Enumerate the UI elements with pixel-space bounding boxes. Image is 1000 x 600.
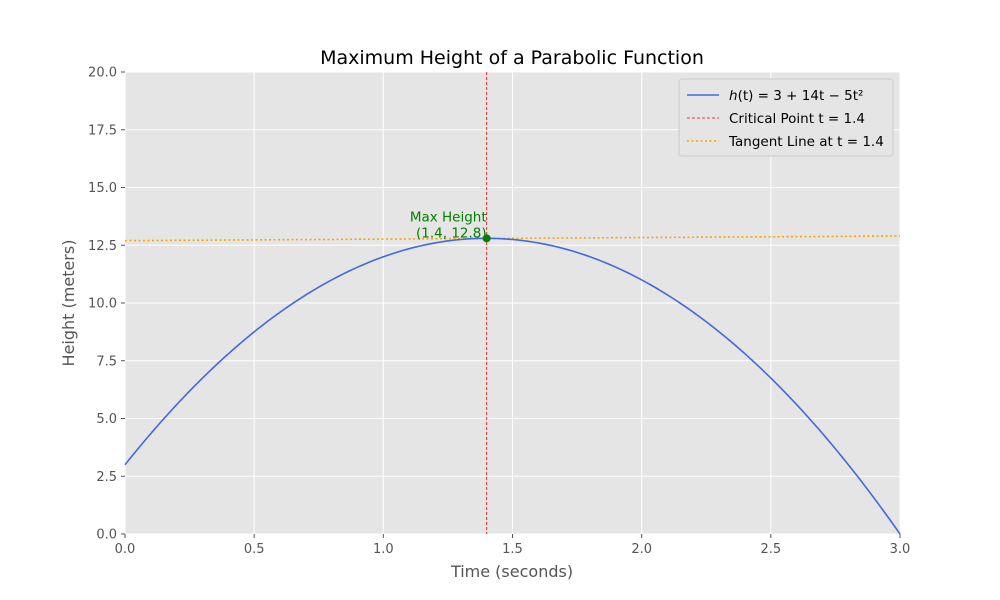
y-tick-label: 7.5	[96, 354, 117, 369]
y-tick-label: 15.0	[88, 181, 117, 196]
x-tick-label: 3.0	[890, 542, 911, 557]
y-tick-label: 10.0	[88, 297, 117, 312]
legend-label: h(t) = 3 + 14t − 5t²	[729, 88, 863, 104]
y-tick-label: 5.0	[96, 412, 117, 427]
legend-label: Critical Point t = 1.4	[729, 111, 865, 127]
legend-box	[678, 78, 894, 157]
y-tick-label: 2.5	[96, 470, 117, 485]
y-tick-label: 17.5	[88, 123, 117, 138]
y-axis-label: Height (meters)	[59, 240, 78, 367]
x-tick-label: 0.0	[115, 542, 136, 557]
legend: h(t) = 3 + 14t − 5t² Critical Point t = 1…	[678, 78, 894, 157]
x-tick-label: 1.0	[373, 542, 394, 557]
parabola-curve	[124, 237, 901, 535]
y-tick-label: 12.5	[88, 239, 117, 254]
y-tick-label: 20.0	[88, 66, 117, 81]
max-height-point	[482, 234, 491, 243]
x-axis-label: Time (seconds)	[450, 562, 573, 581]
x-tick-label: 2.5	[760, 542, 781, 557]
series-layer: Max Height(1.4, 12.8)	[124, 72, 901, 535]
max-height-annotation-coords: (1.4, 12.8)	[416, 225, 487, 241]
max-height-annotation-title: Max Height	[410, 209, 487, 225]
tangent-line	[124, 235, 901, 242]
chart-title: Maximum Height of a Parabolic Function	[320, 47, 704, 69]
y-tick-label: 0.0	[96, 528, 117, 543]
x-tick-label: 2.0	[631, 542, 652, 557]
x-tick-label: 0.5	[244, 542, 265, 557]
x-tick-label: 1.5	[502, 542, 523, 557]
legend-label: Tangent Line at t = 1.4	[728, 134, 884, 150]
axis-ticks: 0.0 0.5 1.0 1.5 2.0 2.5 3.0 0.0 2.5 5.0 7.5 10.0 12.…	[88, 66, 910, 558]
